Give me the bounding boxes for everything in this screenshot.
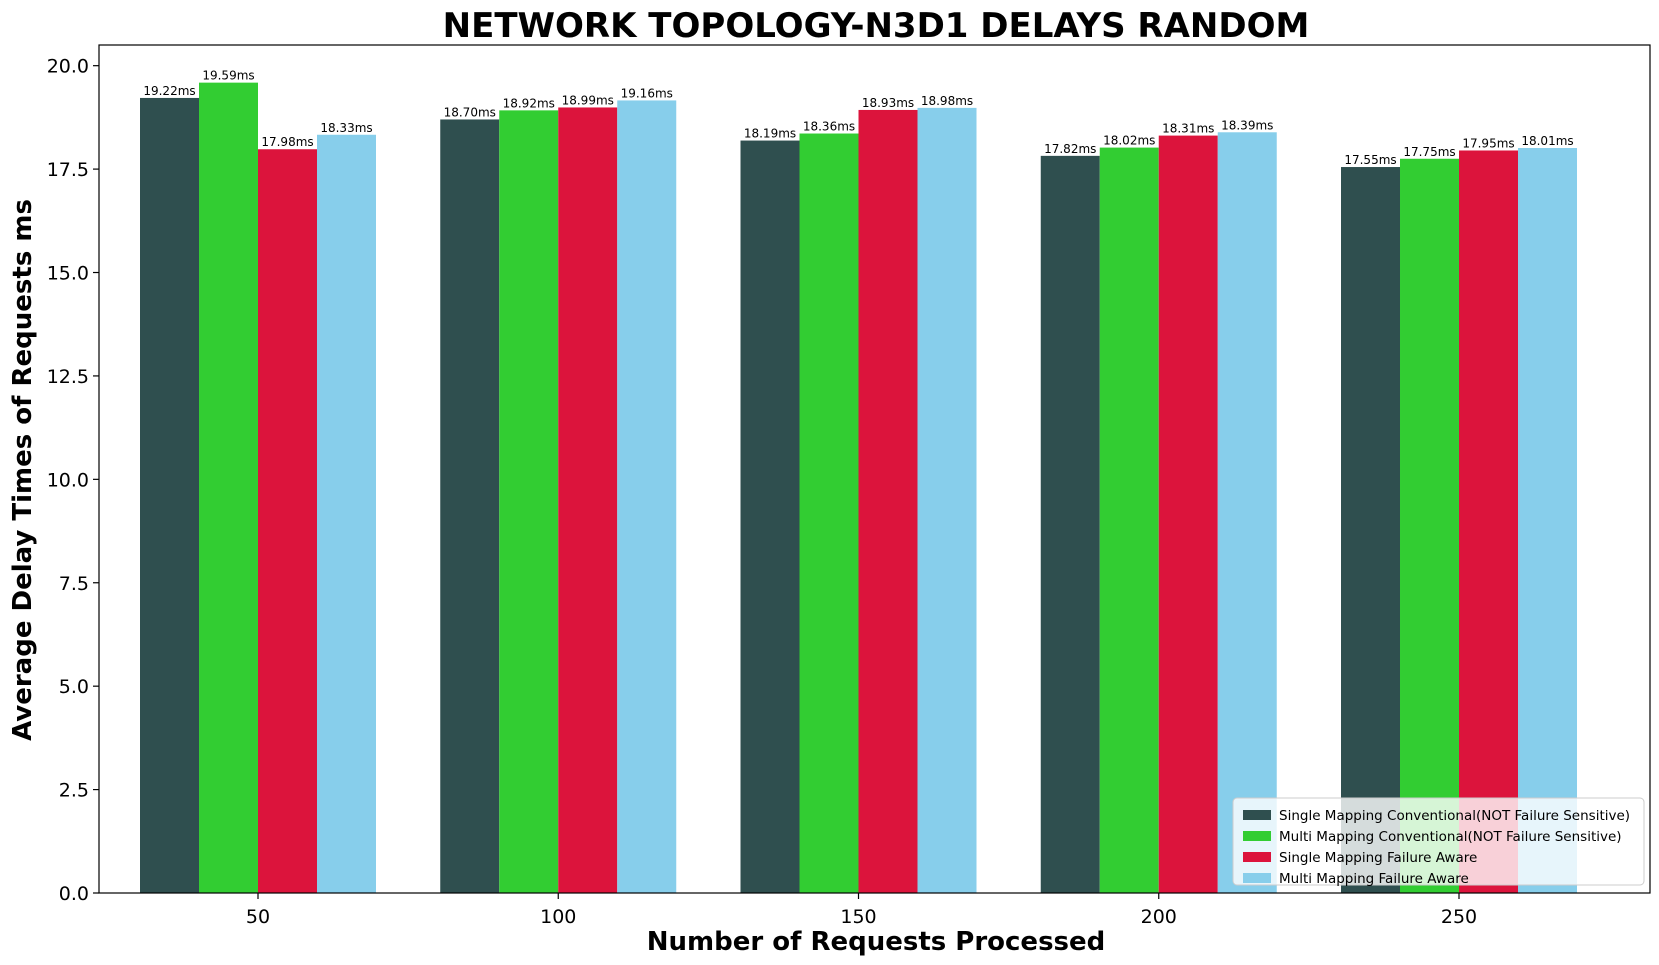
bar-data-label: 17.82ms: [1044, 142, 1096, 156]
bar: [258, 149, 317, 894]
bar-data-label: 18.99ms: [562, 93, 614, 107]
y-tick-label: 15.0: [47, 263, 89, 285]
bar-data-label: 18.02ms: [1103, 134, 1155, 148]
bar-data-label: 18.36ms: [803, 120, 855, 134]
bar: [858, 109, 918, 893]
legend-swatch: [1243, 831, 1271, 841]
bar: [799, 133, 859, 893]
bar-data-label: 18.19ms: [744, 127, 796, 141]
legend-entry-label: Single Mapping Failure Aware: [1279, 850, 1477, 866]
bar-data-label: 18.70ms: [444, 105, 496, 119]
bar-data-label: 18.98ms: [921, 94, 973, 108]
x-tick-label: 150: [840, 906, 876, 928]
bar: [917, 107, 977, 893]
y-tick-label: 7.5: [59, 573, 89, 595]
bar: [199, 82, 258, 893]
bar: [317, 134, 376, 893]
bar: [558, 107, 618, 893]
plot-frame: [98, 44, 1651, 894]
y-axis-ticks: 0.0 2.5 5.0 7.5 10.0 12.5 15.0 17.5 20.0: [47, 56, 99, 905]
bar-data-label: 19.16ms: [621, 86, 673, 100]
legend: Single Mapping Conventional(NOT Failure …: [1232, 797, 1645, 887]
y-tick-label: 2.5: [59, 780, 89, 802]
bar: [1158, 135, 1218, 894]
bar-data-label: 17.55ms: [1344, 153, 1396, 167]
x-tick-label: 200: [1141, 906, 1177, 928]
x-axis-ticks: 50 100 150 200 250: [246, 893, 1477, 928]
y-tick-label: 17.5: [47, 159, 89, 181]
bar-data-label: 18.92ms: [503, 96, 555, 110]
bar: [1459, 150, 1518, 894]
y-axis-label: Average Delay Times of Requests ms: [8, 199, 38, 741]
y-tick-label: 20.0: [47, 56, 89, 78]
x-axis-label: Number of Requests Processed: [647, 927, 1106, 957]
data-labels-group: 19.22ms 19.59ms 17.98ms 18.33ms 18.70ms 18.92…: [143, 69, 1573, 167]
legend-box: [1232, 797, 1645, 886]
bar-data-label: 18.39ms: [1221, 118, 1273, 132]
y-tick-label: 12.5: [47, 366, 89, 388]
y-tick-label: 5.0: [59, 676, 89, 698]
legend-entry-label: Multi Mapping Failure Aware: [1279, 871, 1469, 887]
bars-group: [140, 82, 1577, 894]
y-tick-label: 10.0: [47, 469, 89, 491]
bar: [499, 110, 559, 894]
bar-data-label: 18.93ms: [862, 96, 914, 110]
bar-data-label: 17.98ms: [261, 135, 313, 149]
bar-data-label: 19.59ms: [202, 69, 254, 83]
chart-title: NETWORK TOPOLOGY-N3D1 DELAYS RANDOM: [443, 6, 1310, 46]
bar: [740, 140, 800, 893]
bar-data-label: 19.22ms: [143, 84, 195, 98]
bar-data-label: 17.75ms: [1403, 145, 1455, 159]
legend-entry-label: Single Mapping Conventional(NOT Failure …: [1279, 808, 1630, 824]
legend-swatch: [1243, 873, 1271, 883]
bar: [1518, 148, 1577, 893]
y-tick-label: 0.0: [59, 883, 89, 905]
bar: [1040, 155, 1100, 894]
x-tick-label: 250: [1441, 906, 1477, 928]
x-tick-label: 50: [246, 906, 270, 928]
bar: [617, 100, 677, 894]
legend-entry-label: Multi Mapping Conventional(NOT Failure S…: [1279, 829, 1622, 845]
bar: [1099, 147, 1159, 894]
bar: [440, 119, 500, 893]
legend-swatch: [1243, 810, 1271, 820]
bar: [1217, 132, 1277, 893]
bar-data-label: 18.01ms: [1521, 134, 1573, 148]
bar-data-label: 17.95ms: [1462, 136, 1514, 150]
bar: [1341, 167, 1400, 893]
legend-swatch: [1243, 852, 1271, 862]
bar-data-label: 18.31ms: [1162, 122, 1214, 136]
x-tick-label: 100: [540, 906, 576, 928]
bar-data-label: 18.33ms: [320, 121, 372, 135]
bar: [1400, 158, 1459, 893]
bar: [140, 97, 199, 893]
